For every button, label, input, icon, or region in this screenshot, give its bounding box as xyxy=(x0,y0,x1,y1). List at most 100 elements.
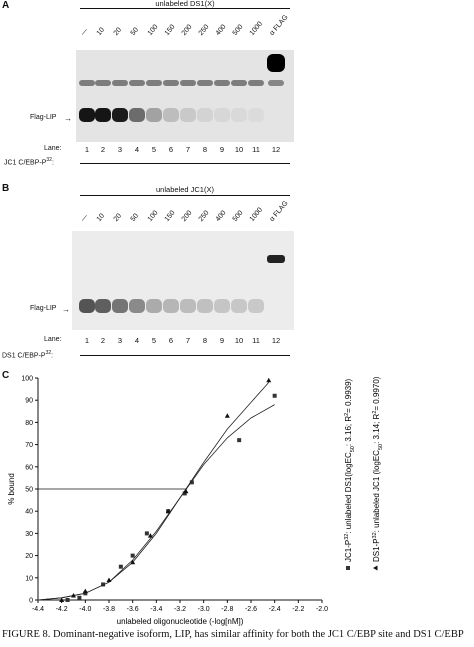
supershift-band xyxy=(267,54,285,72)
gel-background xyxy=(76,50,294,142)
panel-a-conc-label: 150 xyxy=(163,23,177,37)
panel-a-lane-number: 11 xyxy=(252,145,260,154)
panel-a-lane-number: 5 xyxy=(151,145,157,154)
upper-band xyxy=(95,80,111,86)
panel-a-lane-number: 4 xyxy=(134,145,140,154)
data-point xyxy=(71,593,76,598)
panel-b-header: unlabeled JC1(X) xyxy=(156,185,214,194)
data-point xyxy=(130,553,135,558)
data-point xyxy=(65,598,70,602)
upper-band xyxy=(129,80,145,86)
panel-a-conc-label: 10 xyxy=(95,26,107,37)
panel-a-lane-numbers: 1 2 3 4 5 6 7 8 9 10 11 12 xyxy=(0,145,474,157)
upper-band xyxy=(146,80,162,86)
x-tick-label: -2.2 xyxy=(292,606,304,613)
panel-a-lane-number: 6 xyxy=(168,145,174,154)
x-tick-label: -2.4 xyxy=(269,606,281,613)
panel-b-conc-label: 400 xyxy=(214,209,228,223)
panel-a-conc-label: — xyxy=(79,27,90,37)
panel-b-conc-label: 100 xyxy=(146,209,160,223)
data-point xyxy=(266,377,272,383)
lip-band xyxy=(163,299,179,313)
lip-band xyxy=(95,108,111,122)
lip-band xyxy=(146,108,162,122)
panel-a-lane-number: 12 xyxy=(271,145,281,154)
panel-a-lane-number: 3 xyxy=(117,145,123,154)
upper-band xyxy=(180,80,196,86)
lip-band xyxy=(180,108,196,122)
lip-band xyxy=(180,299,196,313)
upper-band xyxy=(163,80,179,86)
panel-b-lane-number: 2 xyxy=(100,336,106,345)
figure-caption: FIGURE 8. Dominant-negative isoform, LIP… xyxy=(2,629,464,640)
data-point xyxy=(106,577,112,583)
panel-b-conc-label: 500 xyxy=(231,209,245,223)
y-axis-label: % bound xyxy=(7,473,16,505)
data-point xyxy=(59,597,65,602)
x-tick-label: -4.0 xyxy=(79,606,91,613)
panel-b-conc-label: 10 xyxy=(95,212,107,223)
legend-label: JC1-P32: unlabeled DS1(logEC50: 3.16; R2… xyxy=(344,378,356,562)
panel-a-lane-number: 8 xyxy=(202,145,208,154)
panel-b-probe-label: DS1 C/EBP-P32: xyxy=(2,350,54,360)
x-tick-label: -3.2 xyxy=(174,606,186,613)
x-tick-label: -3.0 xyxy=(198,606,210,613)
panel-a-conc-label: 400 xyxy=(214,23,228,37)
y-tick-label: 50 xyxy=(25,487,33,494)
panel-a-conc-label: 250 xyxy=(197,23,211,37)
gel-background xyxy=(72,231,294,330)
lip-band xyxy=(197,299,213,313)
data-point xyxy=(182,491,187,496)
data-point xyxy=(118,564,123,569)
lip-band xyxy=(163,108,179,122)
lip-band xyxy=(231,299,247,313)
y-tick-label: 60 xyxy=(25,464,33,471)
lip-band xyxy=(79,299,95,313)
panel-a-lane-number: 10 xyxy=(234,145,244,154)
y-tick-label: 80 xyxy=(25,420,33,427)
y-tick-label: 30 xyxy=(25,531,33,538)
panel-b-lane-number: 10 xyxy=(234,336,244,345)
panel-a-conc-label: 100 xyxy=(146,23,160,37)
upper-band xyxy=(268,80,284,86)
panel-b-conc-label: 1000 xyxy=(248,206,265,223)
panel-b-lane-number: 9 xyxy=(219,336,225,345)
y-tick-label: 10 xyxy=(25,575,33,582)
legend-marker xyxy=(346,566,350,570)
data-point xyxy=(272,393,277,398)
data-point xyxy=(183,488,189,494)
panel-b-band-label: Flag-LIP xyxy=(30,305,57,312)
legend-entry: DS1-P32: unlabeled JC1 (logEC50: 3.14; R… xyxy=(372,376,384,571)
lip-band xyxy=(129,299,145,313)
upper-band xyxy=(248,80,264,86)
lip-band xyxy=(248,299,264,313)
lip-band xyxy=(197,108,213,122)
panel-b-conc-label: — xyxy=(79,213,90,223)
fit-curve xyxy=(37,382,270,601)
panel-a-lane-number: 2 xyxy=(100,145,106,154)
lip-band xyxy=(95,299,111,313)
panel-a-header-line xyxy=(80,8,290,9)
lip-band xyxy=(214,299,230,313)
x-tick-label: -2.6 xyxy=(245,606,257,613)
panel-a-lane-label: Lane: xyxy=(44,145,62,152)
panel-b-lane-number: 3 xyxy=(117,336,123,345)
panel-b-lane-numbers: 1 2 3 4 5 6 7 8 9 10 11 12 xyxy=(0,336,474,348)
panel-a-letter: A xyxy=(2,0,10,11)
data-point xyxy=(165,508,171,514)
panel-b-lane-number: 7 xyxy=(185,336,191,345)
lip-band xyxy=(112,108,128,122)
y-tick-label: 0 xyxy=(29,598,33,605)
lip-band xyxy=(248,108,264,122)
fit-curve xyxy=(37,404,275,601)
supershift-band xyxy=(267,255,285,263)
lip-band xyxy=(231,108,247,122)
panel-a-conc-label: 20 xyxy=(112,26,124,37)
panel-a-lane-number: 7 xyxy=(185,145,191,154)
panel-b-arrow-icon: → xyxy=(62,305,70,314)
panel-a-band-label: Flag-LIP xyxy=(30,114,57,121)
panel-a-arrow-icon: → xyxy=(64,114,72,123)
data-point xyxy=(144,531,149,536)
legend-marker xyxy=(373,565,378,571)
y-tick-label: 90 xyxy=(25,398,33,405)
